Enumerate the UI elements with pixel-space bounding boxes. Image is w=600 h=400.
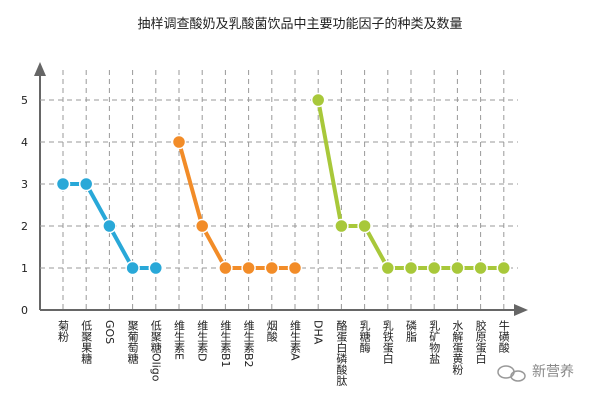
x-tick-label: 酪蛋白磷酸肽 bbox=[335, 320, 348, 386]
y-tick-label: 5 bbox=[21, 94, 28, 107]
x-tick-label: GOS bbox=[103, 320, 116, 344]
x-tick-label: 乳铁蛋白 bbox=[381, 320, 394, 364]
x-tick-label: 胶原蛋白 bbox=[474, 319, 487, 364]
x-tick-label: DHA bbox=[312, 320, 325, 345]
marker bbox=[264, 260, 280, 276]
y-tick-label: 0 bbox=[21, 304, 28, 317]
x-tick-label: 乳矿物盐 bbox=[428, 320, 441, 364]
marker bbox=[403, 260, 419, 276]
watermark-icon bbox=[497, 365, 526, 382]
marker bbox=[380, 260, 396, 276]
y-tick-label: 3 bbox=[21, 178, 28, 191]
axes bbox=[34, 62, 528, 316]
x-axis-arrow bbox=[514, 304, 528, 316]
y-tick-label: 2 bbox=[21, 220, 28, 233]
x-tick-label: 烟酸 bbox=[265, 319, 278, 343]
marker bbox=[55, 176, 71, 192]
marker bbox=[310, 92, 326, 108]
y-tick-label: 1 bbox=[21, 262, 28, 275]
watermark-bubble bbox=[510, 370, 526, 382]
chart-title: 抽样调查酸奶及乳酸菌饮品中主要功能因子的种类及数量 bbox=[137, 16, 462, 32]
x-tick-label: 水解蛋黄粉 bbox=[451, 320, 464, 375]
marker bbox=[496, 260, 512, 276]
watermark: 新营养 bbox=[532, 364, 574, 380]
marker bbox=[194, 218, 210, 234]
marker bbox=[334, 218, 349, 234]
x-tick-label: 牛磺酸 bbox=[497, 319, 510, 354]
marker bbox=[125, 260, 140, 276]
marker bbox=[218, 260, 233, 276]
marker bbox=[473, 260, 488, 276]
x-tick-label: 维生素B2 bbox=[242, 320, 255, 368]
x-tick-label: 低聚糖Oligo bbox=[149, 320, 162, 382]
marker bbox=[450, 260, 465, 276]
x-tick-label: 磷脂 bbox=[405, 320, 418, 343]
marker bbox=[357, 218, 372, 234]
y-tick-label: 4 bbox=[21, 136, 28, 149]
x-tick-label: 维生素B1 bbox=[219, 320, 232, 368]
x-tick-label: 维生素E bbox=[173, 320, 186, 360]
x-tick-label: 低聚果糖 bbox=[80, 320, 93, 365]
marker bbox=[241, 260, 256, 276]
y-axis-arrow bbox=[34, 62, 46, 76]
x-tick-label: 乳糖酶 bbox=[358, 320, 371, 354]
x-tick-label: 菊粉 bbox=[57, 320, 70, 342]
x-tick-label: 维生素D bbox=[196, 320, 209, 362]
marker bbox=[426, 260, 442, 276]
x-tick-label: 聚葡萄糖 bbox=[126, 320, 139, 365]
marker bbox=[171, 134, 187, 150]
x-tick-label: 维生素A bbox=[289, 320, 302, 361]
marker bbox=[148, 260, 164, 276]
marker bbox=[102, 218, 117, 234]
marker bbox=[78, 176, 94, 192]
marker bbox=[287, 260, 303, 276]
